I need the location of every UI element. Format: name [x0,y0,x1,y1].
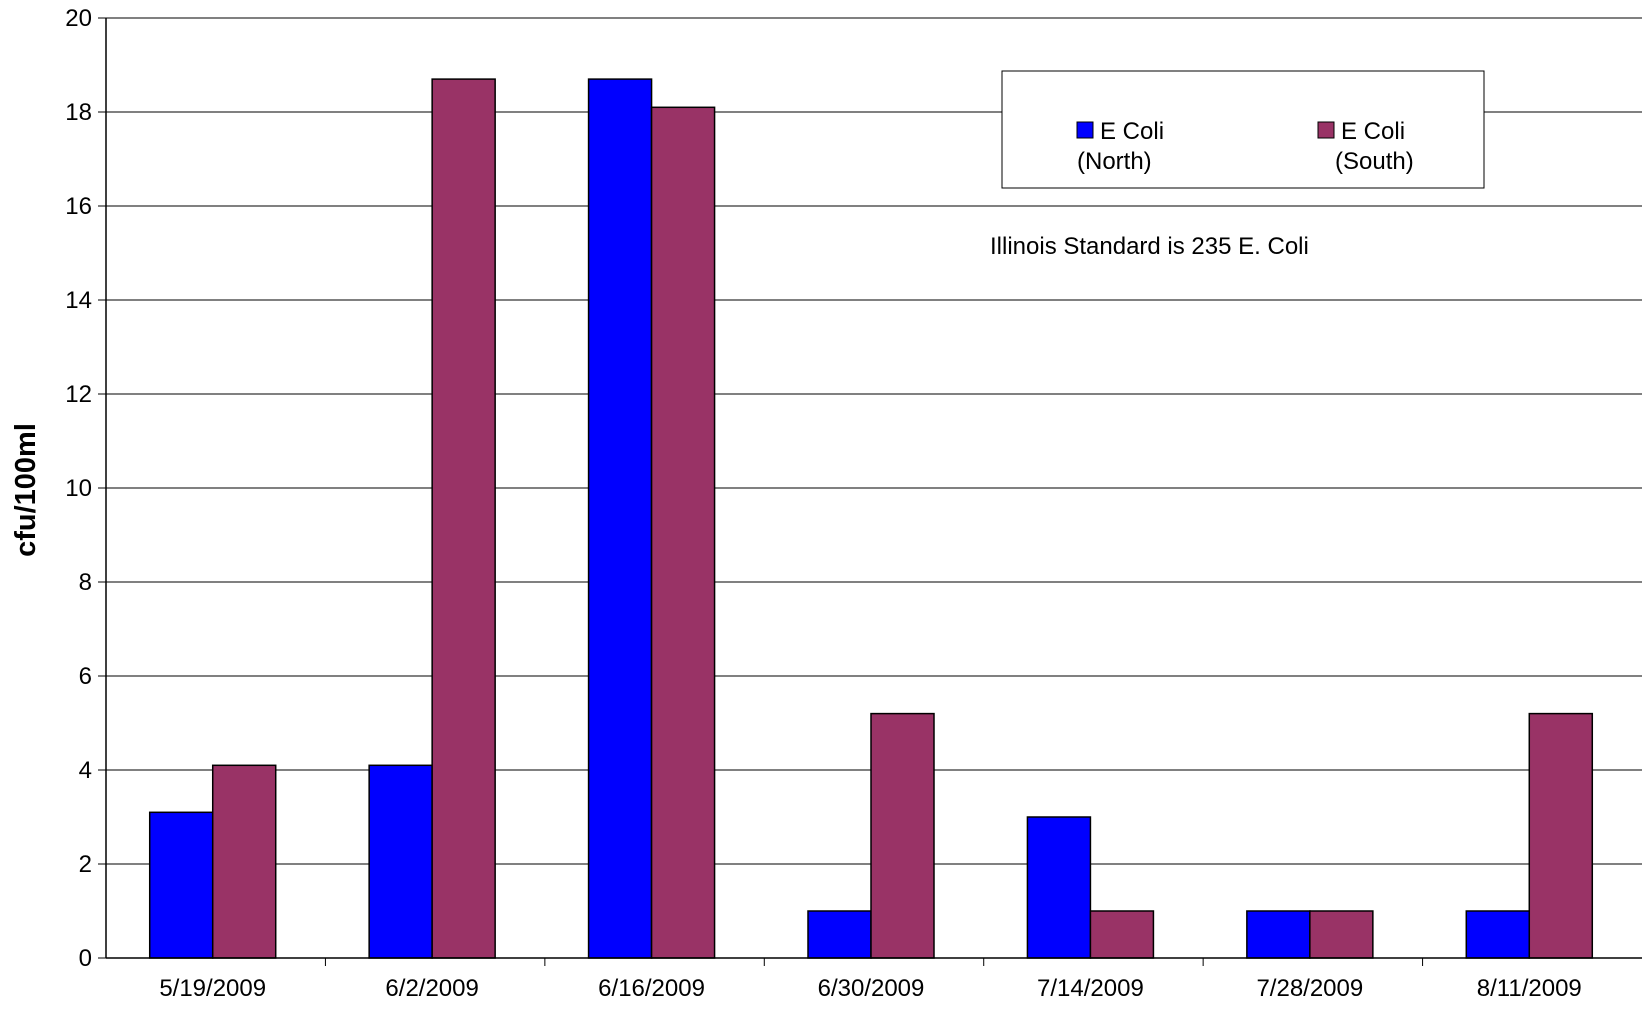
bar-north-0 [148,811,214,959]
y-tick-label: 2 [79,851,92,878]
bar-south-1 [431,78,496,959]
legend: E Coli (North) E Coli (South) [1001,70,1485,189]
y-tick-label: 6 [79,663,92,690]
bar-north-6 [1465,910,1531,959]
legend-swatch-north [1076,121,1094,139]
annotation-text: Illinois Standard is 235 E. Coli [990,233,1309,260]
x-tick-label: 6/16/2009 [598,975,705,1002]
y-tick-label: 20 [65,5,92,32]
legend-label-north: E Coli [1100,118,1164,145]
bar-south-3 [870,712,935,959]
y-axis-title: cfu/100ml [10,423,42,557]
bars [148,78,1594,959]
bar-south-0 [211,764,277,959]
x-tick-label: 5/19/2009 [159,975,266,1002]
x-tick-label: 6/2/2009 [385,975,478,1002]
y-tick-labels: 0 2 4 6 8 10 12 14 16 18 20 [65,5,92,972]
bar-south-6 [1528,712,1594,959]
bar-north-1 [368,764,433,959]
y-tick-label: 16 [65,193,92,220]
gridlines [106,17,1642,865]
x-tick-label: 6/30/2009 [818,975,925,1002]
x-tick-label: 7/14/2009 [1037,975,1144,1002]
legend-label-south: E Coli [1341,118,1405,145]
bar-south-4 [1089,910,1155,959]
y-tick-label: 10 [65,475,92,502]
legend-label-south: (South) [1335,148,1414,175]
legend-label-north: (North) [1077,148,1152,175]
x-tick-label: 8/11/2009 [1477,975,1582,1002]
y-tick-label: 14 [65,287,92,314]
bar-south-5 [1309,910,1374,959]
x-tick-labels: 5/19/2009 6/2/2009 6/16/2009 6/30/2009 7/14/… [159,975,1581,1002]
y-tick-label: 12 [65,381,92,408]
x-tick-label: 7/28/2009 [1256,975,1363,1002]
bar-north-4 [1026,816,1092,959]
bar-south-2 [650,106,716,959]
axes [98,17,1642,966]
legend-swatch-south [1317,121,1335,139]
bar-north-2 [587,78,653,959]
bar-north-5 [1246,910,1311,959]
y-tick-label: 8 [79,569,92,596]
y-tick-label: 18 [65,99,92,126]
bar-north-3 [807,910,872,959]
y-tick-label: 0 [79,945,92,972]
y-tick-label: 4 [79,757,92,784]
